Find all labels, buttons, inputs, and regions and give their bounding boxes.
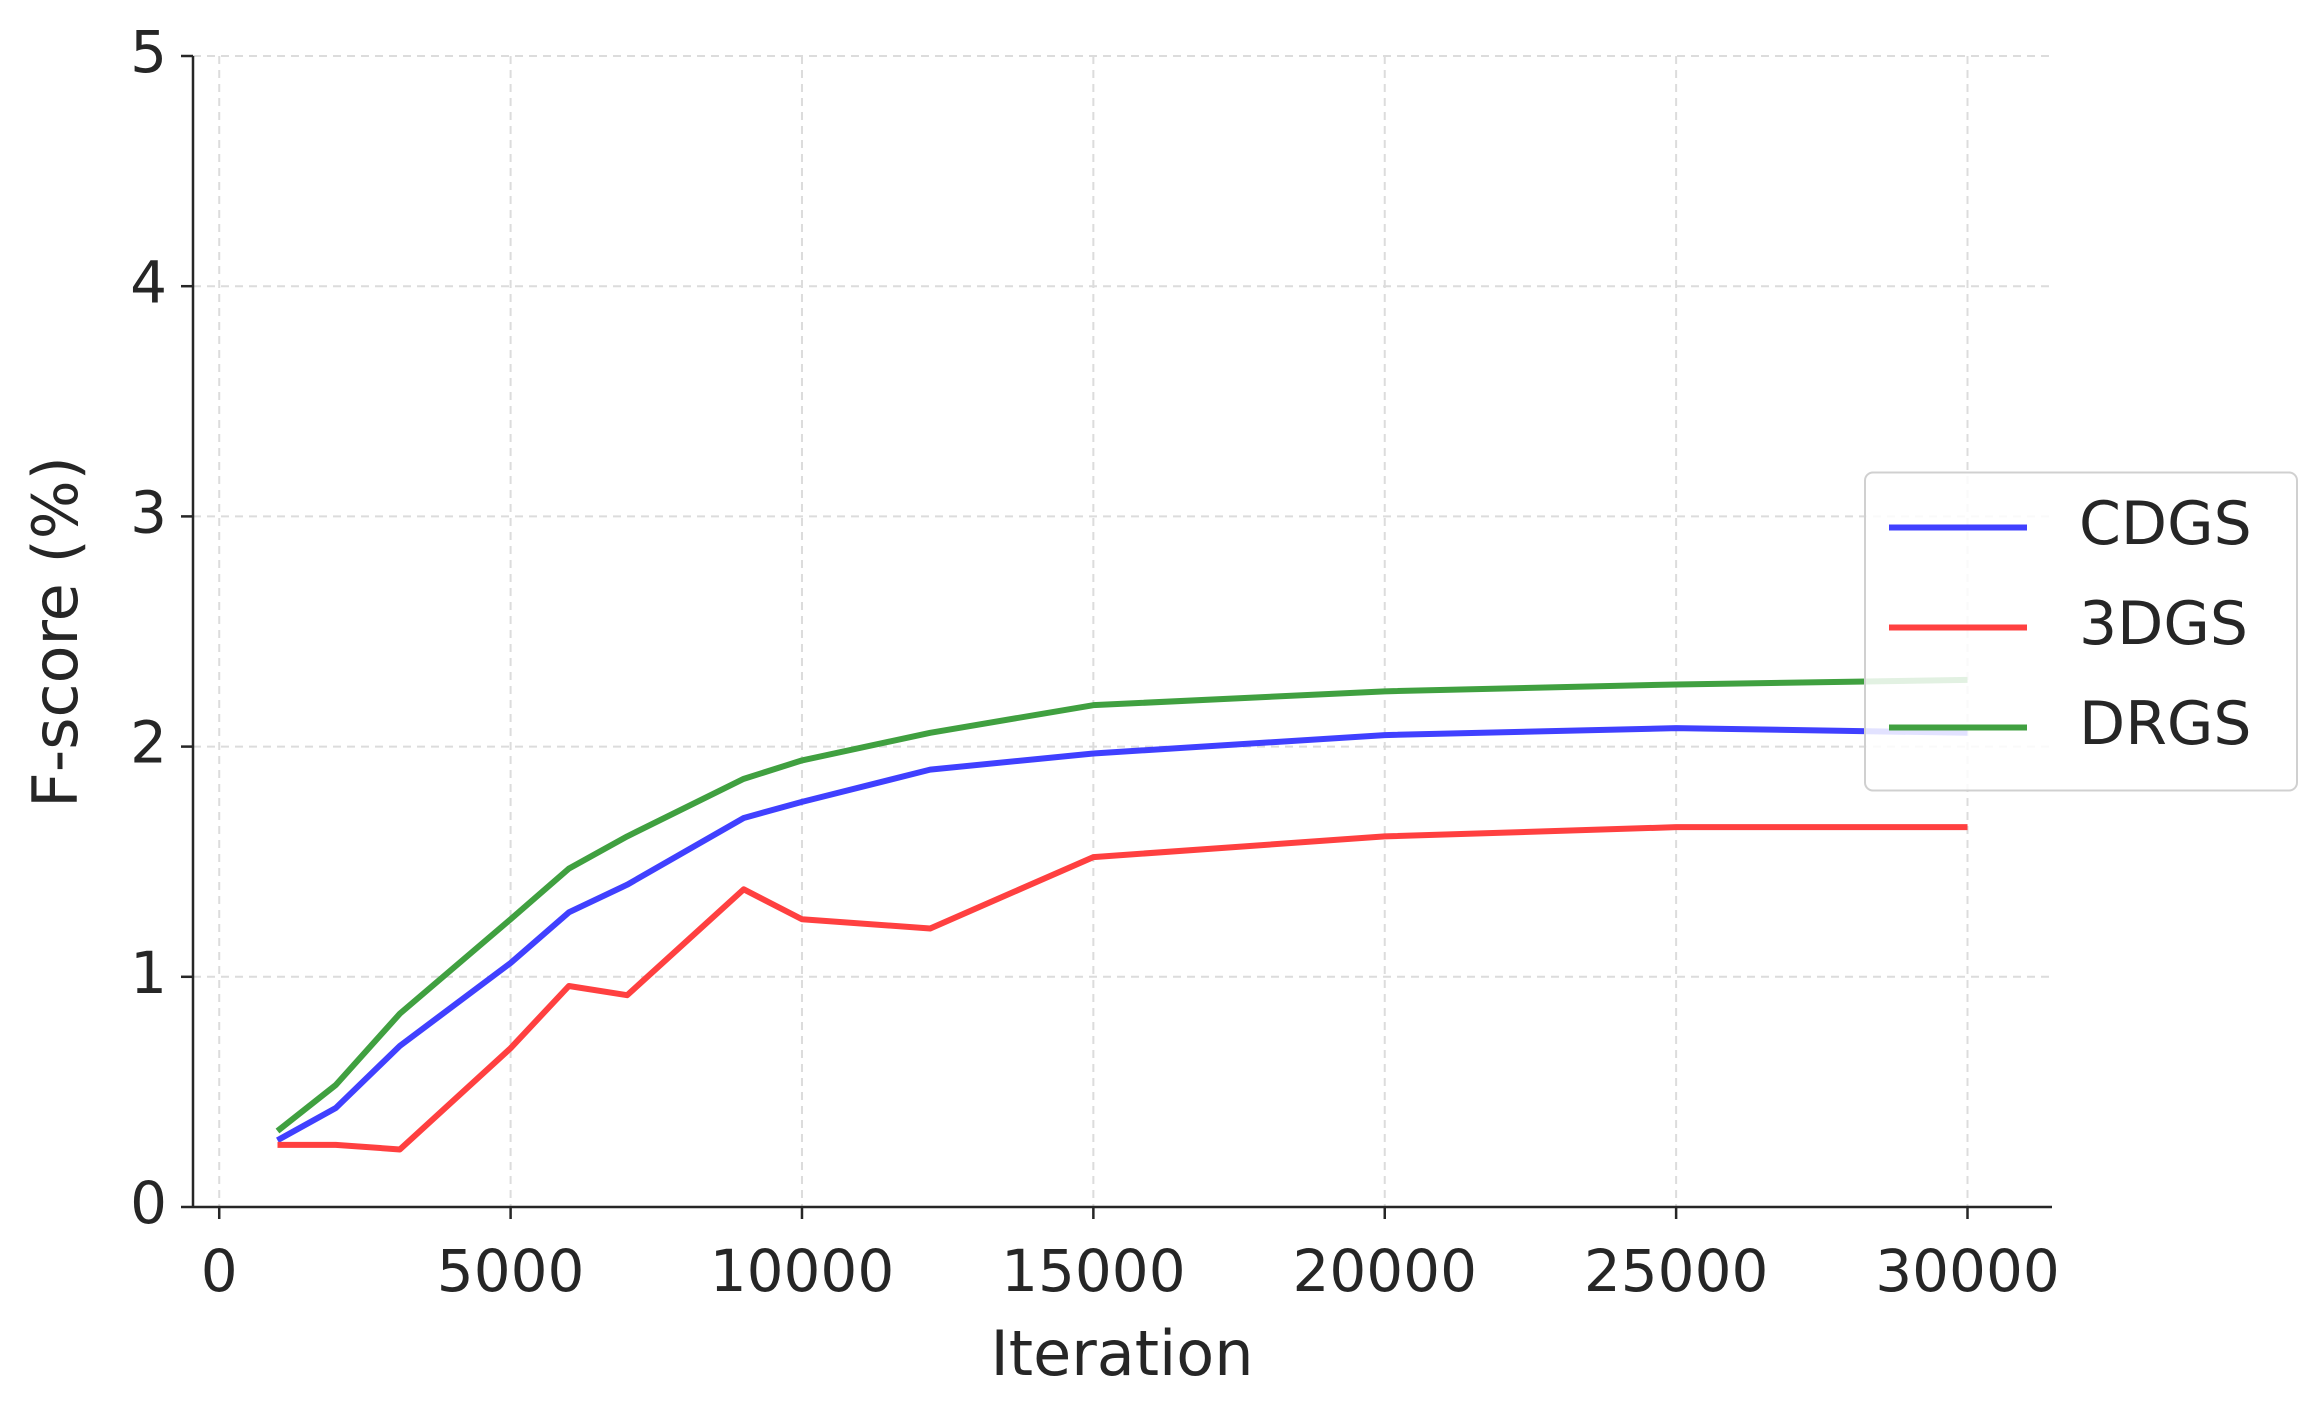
- legend-label: 3DGS: [2079, 589, 2248, 659]
- x-tick-label: 15000: [1001, 1237, 1186, 1305]
- y-tick-label: 3: [130, 479, 167, 547]
- x-tick-label: 25000: [1584, 1237, 1769, 1305]
- x-axis-label: Iteration: [991, 1317, 1254, 1390]
- y-axis-label: F-score (%): [19, 456, 92, 808]
- y-tick-label: 4: [130, 248, 167, 316]
- legend-box: [1864, 471, 2298, 792]
- line: [275, 676, 1968, 1134]
- x-tick-label: 5000: [437, 1237, 585, 1305]
- x-tick-label: 0: [201, 1237, 238, 1305]
- y-tick-label: 5: [130, 18, 167, 86]
- line: [277, 824, 1968, 1153]
- y-tick-label: 1: [130, 939, 167, 1007]
- x-tick-label: 30000: [1875, 1237, 2060, 1305]
- legend-label: DRGS: [2079, 689, 2251, 759]
- x-tick-label: 20000: [1292, 1237, 1477, 1305]
- y-tick-label: 2: [130, 709, 167, 777]
- y-tick-label: 0: [130, 1169, 167, 1237]
- line: [276, 725, 1968, 1143]
- legend-label: CDGS: [2079, 489, 2252, 559]
- x-tick-label: 10000: [710, 1237, 895, 1305]
